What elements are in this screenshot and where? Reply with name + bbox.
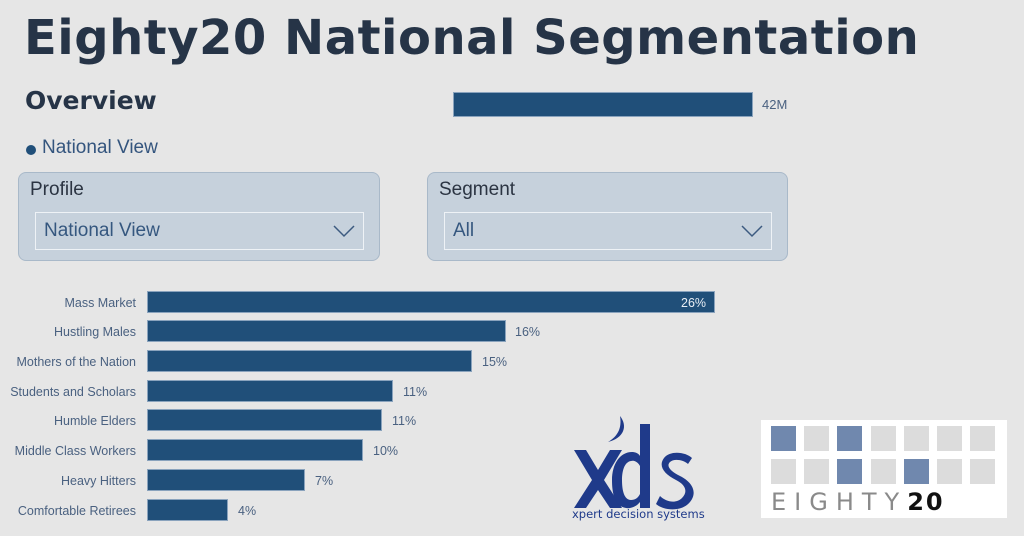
eighty20-wordmark: EIGHTY20: [771, 488, 945, 516]
chart-category-label: Hustling Males: [54, 325, 136, 339]
chart-category-label: Comfortable Retirees: [17, 504, 136, 518]
page-subtitle: Overview: [25, 86, 157, 115]
bullet-dot-icon: [26, 145, 36, 155]
segment-slicer: Segment All: [427, 172, 788, 261]
chart-bar[interactable]: [147, 320, 506, 342]
chart-category-label: Mothers of the Nation: [16, 355, 136, 369]
chevron-down-icon: [741, 225, 763, 238]
chart-value-label: 10%: [373, 444, 399, 458]
segment-slicer-label: Segment: [439, 179, 516, 200]
segment-dropdown-value: All: [453, 220, 475, 241]
chart-bar[interactable]: [147, 439, 363, 461]
chart-category-label: Middle Class Workers: [14, 444, 136, 458]
chart-bar[interactable]: [147, 409, 382, 431]
profile-dropdown[interactable]: National View: [35, 212, 364, 250]
chart-value-label: 7%: [315, 474, 334, 488]
chart-category-label: Mass Market: [64, 296, 136, 310]
chart-value-label: 26%: [681, 296, 707, 310]
page-title: Eighty20 National Segmentation: [24, 10, 920, 66]
profile-dropdown-value: National View: [44, 220, 160, 241]
total-population-label: 42M: [762, 97, 788, 112]
chart-category-label: Humble Elders: [54, 414, 136, 428]
chart-value-label: 16%: [515, 325, 541, 339]
chart-bar[interactable]: [147, 380, 393, 402]
chart-value-label: 11%: [403, 385, 428, 399]
eighty20-logo: EIGHTY20: [761, 420, 1007, 518]
xds-logo: xpert decision systems: [572, 416, 705, 521]
active-view-label: National View: [42, 137, 158, 158]
chart-bar[interactable]: [147, 469, 305, 491]
active-view-indicator: National View: [26, 137, 158, 159]
chart-bar[interactable]: [147, 499, 228, 521]
chart-value-label: 4%: [238, 504, 257, 518]
chart-category-label: Students and Scholars: [10, 385, 136, 399]
chevron-down-icon: [333, 225, 355, 238]
chart-bar[interactable]: [147, 350, 472, 372]
chart-value-label: 15%: [482, 355, 508, 369]
chart-value-label: 11%: [392, 414, 417, 428]
xds-tagline: xpert decision systems: [572, 507, 705, 521]
profile-slicer-label: Profile: [30, 179, 84, 200]
total-population-bar: [453, 92, 753, 117]
chart-bar[interactable]: [147, 291, 715, 313]
chart-category-label: Heavy Hitters: [60, 474, 136, 488]
segment-dropdown[interactable]: All: [444, 212, 772, 250]
profile-slicer: Profile National View: [18, 172, 380, 261]
